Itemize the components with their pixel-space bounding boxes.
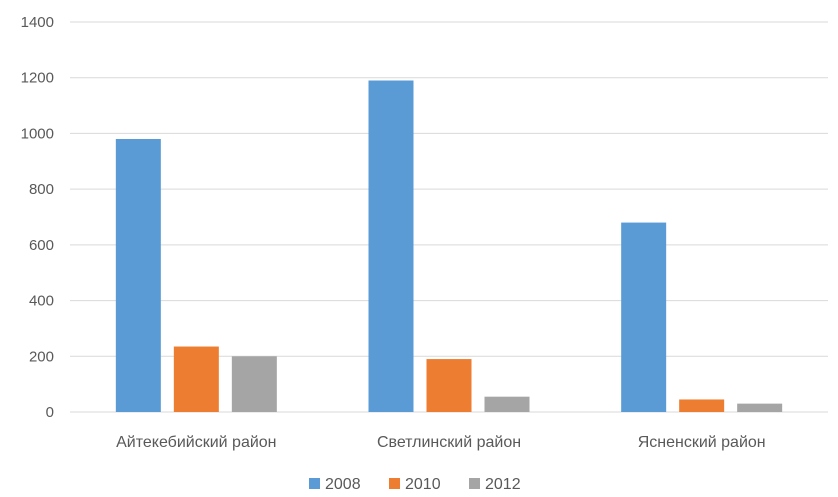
bars: [115, 80, 783, 412]
y-tick-label: 0: [46, 404, 54, 421]
legend-label: 2008: [325, 476, 361, 493]
x-axis-categories: Айтекебийский район Светлинский район Ясне…: [116, 434, 765, 451]
y-axis-ticks: 0 200 400 600 800 1000 1200 1400: [21, 14, 54, 421]
bar-2010-3: [679, 399, 725, 412]
bar-2012-1: [231, 356, 277, 412]
bar-2010-2: [426, 359, 472, 412]
bar-2010-1: [173, 346, 219, 412]
legend-label: 2012: [485, 476, 521, 493]
y-tick-label: 1200: [21, 70, 54, 87]
bar-2008-2: [368, 80, 414, 412]
y-tick-label: 400: [29, 293, 54, 310]
bar-2008-3: [621, 222, 667, 412]
x-category-label: Ясненский район: [638, 434, 766, 451]
y-tick-label: 1400: [21, 14, 54, 31]
legend-swatch-2012: [469, 478, 480, 489]
x-category-label: Светлинский район: [377, 434, 521, 451]
y-tick-label: 1000: [21, 125, 54, 142]
x-category-label: Айтекебийский район: [116, 434, 276, 451]
y-tick-label: 200: [29, 348, 54, 365]
bar-2008-1: [115, 139, 161, 412]
legend-label: 2010: [405, 476, 441, 493]
legend: 2008 2010 2012: [309, 476, 521, 493]
legend-swatch-2010: [389, 478, 400, 489]
bar-2012-2: [484, 396, 530, 412]
bar-2012-3: [737, 403, 783, 412]
y-tick-label: 800: [29, 181, 54, 198]
y-tick-label: 600: [29, 237, 54, 254]
legend-swatch-2008: [309, 478, 320, 489]
